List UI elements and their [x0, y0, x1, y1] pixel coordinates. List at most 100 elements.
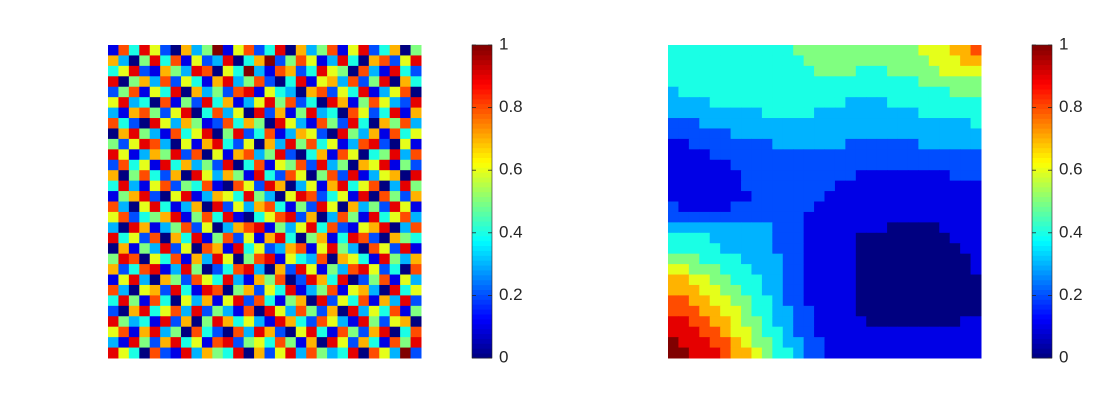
- heatmap-cell: [824, 316, 836, 328]
- heatmap-cell: [668, 97, 679, 109]
- heatmap-cell: [751, 347, 763, 359]
- heatmap-cell: [285, 253, 297, 265]
- heatmap-cell: [327, 138, 339, 150]
- heatmap-cell: [264, 295, 276, 307]
- heatmap-cell: [782, 128, 794, 140]
- heatmap-cell: [191, 201, 203, 213]
- heatmap-cell: [741, 222, 752, 234]
- heatmap-cell: [793, 211, 805, 223]
- heatmap-cell: [928, 201, 940, 213]
- heatmap-cell: [907, 128, 919, 140]
- heatmap-cell: [149, 264, 161, 276]
- heatmap-cell: [222, 128, 234, 140]
- heatmap-cell: [233, 284, 245, 296]
- heatmap-cell: [824, 159, 836, 171]
- heatmap-cell: [274, 118, 286, 129]
- heatmap-cell: [720, 86, 732, 98]
- heatmap-cell: [782, 159, 794, 171]
- heatmap-cell: [274, 159, 286, 171]
- heatmap-cell: [699, 138, 711, 150]
- heatmap-cell: [118, 180, 130, 192]
- heatmap-cell: [866, 284, 878, 296]
- colorbar-segment: [1032, 343, 1052, 349]
- heatmap-cell: [782, 326, 794, 338]
- heatmap-cell: [970, 159, 982, 171]
- heatmap-cell: [389, 347, 401, 359]
- heatmap-cell: [170, 45, 182, 56]
- heatmap-cell: [243, 337, 255, 349]
- heatmap-cell: [243, 159, 255, 171]
- heatmap-cell: [222, 274, 234, 286]
- heatmap-cell: [824, 243, 836, 255]
- heatmap-cell: [709, 118, 721, 129]
- heatmap-cell: [295, 55, 307, 67]
- colorbar-segment: [472, 108, 492, 114]
- heatmap-cell: [212, 55, 224, 67]
- heatmap-cell: [897, 128, 909, 140]
- heatmap-cell: [368, 65, 380, 77]
- heatmap-cell: [720, 222, 732, 234]
- heatmap-cell: [907, 159, 919, 171]
- heatmap-cell: [108, 45, 119, 56]
- heatmap-cell: [949, 274, 961, 286]
- heatmap-cell: [264, 128, 276, 140]
- heatmap-cell: [845, 222, 857, 234]
- heatmap-cell: [306, 316, 318, 328]
- colorbar-segment: [472, 98, 492, 105]
- heatmap-cell: [306, 326, 318, 338]
- heatmap-cell: [410, 222, 422, 234]
- heatmap-cell: [149, 149, 161, 161]
- heatmap-cell: [243, 97, 255, 109]
- heatmap-cell: [191, 65, 203, 77]
- heatmap-cell: [118, 45, 130, 56]
- heatmap-cell: [118, 232, 130, 244]
- heatmap-cell: [876, 347, 888, 359]
- heatmap-cell: [128, 107, 140, 119]
- heatmap-cell: [845, 55, 857, 67]
- heatmap-cell: [212, 305, 224, 317]
- heatmap-cell: [845, 118, 857, 129]
- heatmap-cell: [400, 97, 412, 109]
- heatmap-cell: [358, 243, 370, 255]
- heatmap-cell: [316, 274, 328, 286]
- heatmap-cell: [970, 316, 982, 328]
- heatmap-cell: [316, 337, 328, 349]
- heatmap-cell: [709, 243, 721, 255]
- heatmap-cell: [181, 191, 192, 202]
- heatmap-cell: [201, 55, 213, 67]
- heatmap-cell: [128, 316, 140, 328]
- heatmap-cell: [274, 76, 286, 88]
- heatmap-cell: [316, 76, 328, 88]
- heatmap-cell: [876, 305, 888, 317]
- heatmap-cell: [960, 76, 972, 88]
- heatmap-cell: [803, 97, 815, 109]
- heatmap-cell: [855, 211, 867, 223]
- heatmap-cell: [970, 97, 982, 109]
- heatmap-cell: [400, 253, 412, 265]
- heatmap-cell: [866, 305, 878, 317]
- heatmap-cell: [264, 211, 276, 223]
- heatmap-cell: [918, 264, 930, 276]
- heatmap-cell: [285, 138, 297, 150]
- heatmap-cell: [866, 149, 878, 161]
- heatmap-cell: [918, 274, 930, 286]
- heatmap-cell: [918, 97, 930, 109]
- heatmap-cell: [803, 128, 815, 140]
- heatmap-cell: [793, 274, 805, 286]
- heatmap-cell: [834, 305, 846, 317]
- heatmap-cell: [347, 55, 359, 67]
- heatmap-cell: [400, 107, 412, 119]
- heatmap-cell: [720, 264, 732, 276]
- heatmap-cell: [845, 274, 857, 286]
- heatmap-cell: [928, 86, 940, 98]
- heatmap-cell: [306, 295, 318, 307]
- heatmap-cell: [347, 65, 359, 77]
- heatmap-cell: [834, 65, 846, 77]
- heatmap-cell: [379, 295, 391, 307]
- heatmap-cell: [834, 118, 846, 129]
- heatmap-cell: [907, 295, 919, 307]
- heatmap-cell: [668, 65, 679, 77]
- heatmap-cell: [327, 222, 339, 234]
- heatmap-cell: [668, 159, 679, 171]
- colorbar-segment: [472, 54, 492, 61]
